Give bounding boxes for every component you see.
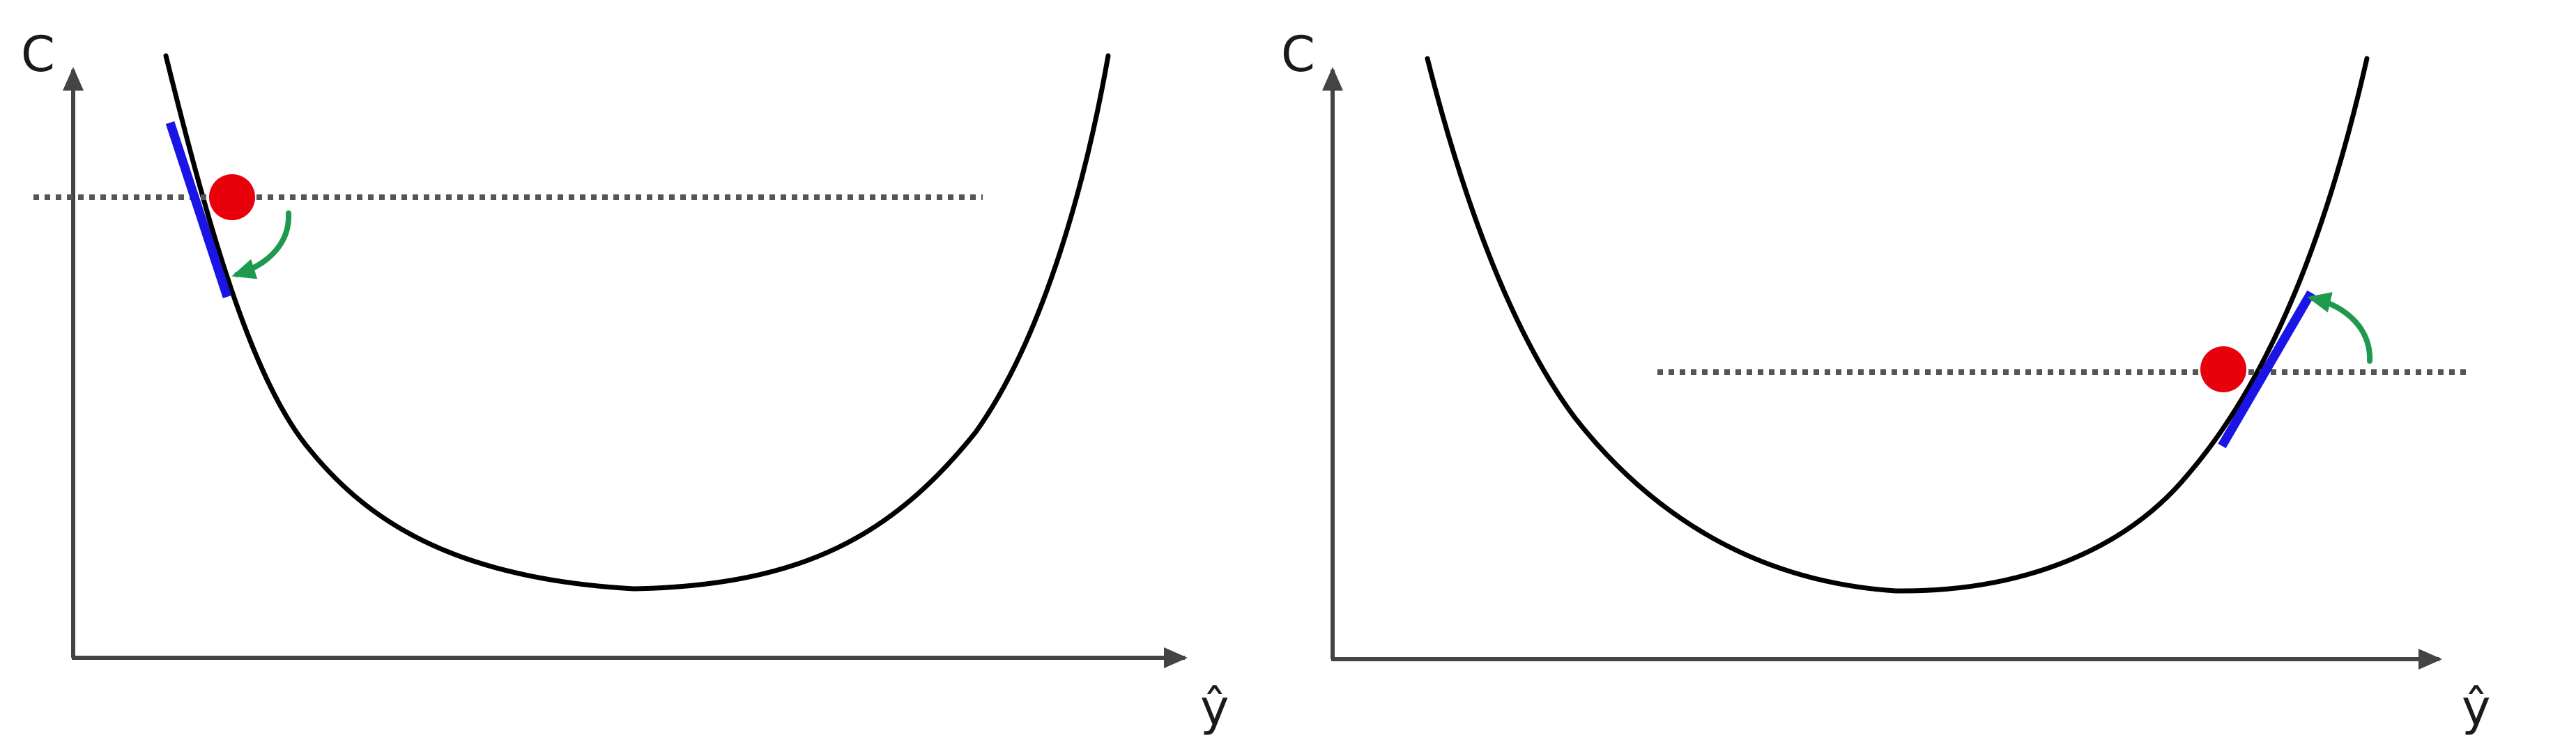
left-x-axis-label: ŷ (1200, 679, 1229, 737)
left-panel: C ŷ (21, 26, 1229, 737)
right-cost-curve (1425, 56, 2370, 594)
right-y-axis-label: C (1281, 26, 1315, 83)
left-tangent-line (165, 121, 232, 299)
left-rotation-arrow (231, 210, 292, 279)
right-tangent-line (2218, 290, 2315, 449)
right-point (2200, 346, 2246, 392)
left-point (209, 174, 255, 220)
left-cost-curve (163, 53, 1111, 592)
left-y-axis-label: C (21, 26, 55, 83)
right-panel: C ŷ (1281, 26, 2490, 737)
right-rotation-arrow (2307, 292, 2373, 364)
right-x-axis-label: ŷ (2462, 679, 2490, 737)
